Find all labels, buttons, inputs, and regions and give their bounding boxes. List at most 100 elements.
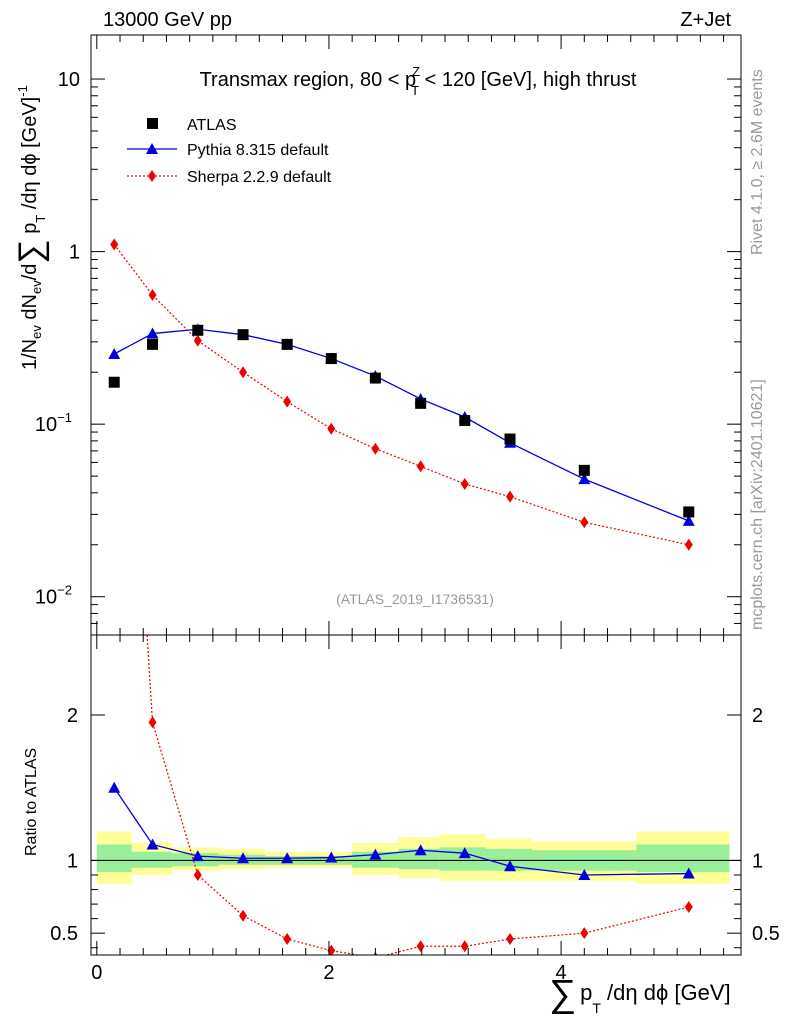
xlabel-rest: /dη dϕ [GeV] — [601, 980, 731, 1005]
legend-sherpa-marker — [148, 170, 156, 182]
xlabel-sum: ∑ — [549, 973, 576, 1015]
pythia-line — [113, 328, 690, 522]
sherpa-point — [506, 490, 515, 503]
ratio-sherpa-point — [580, 927, 589, 940]
ratio-ytick-label-right: 2 — [752, 705, 763, 727]
sherpa-point — [580, 516, 589, 529]
ratio-ytick-label-right: 0.5 — [752, 923, 780, 945]
sherpa-point — [110, 238, 119, 251]
ratio-pythia-line — [113, 787, 689, 876]
ylabel-c: /d — [19, 264, 41, 281]
energy-label: 13000 GeV pp — [103, 9, 232, 31]
ylabel-sum: ∑ — [12, 239, 50, 263]
uncertainty-band-green — [636, 844, 730, 873]
ratio-sherpa-point — [283, 933, 292, 945]
legend: ATLAS Pythia 8.315 default Sherpa 2.2.9 … — [127, 117, 332, 186]
sherpa-point — [148, 289, 157, 302]
sherpa-point — [193, 334, 202, 347]
ylabel-p: p — [19, 223, 41, 240]
sherpa-point — [283, 395, 292, 408]
ratio-xtick-label: 0 — [91, 962, 102, 984]
uncertainty-band-green — [485, 848, 533, 871]
ratio-sherpa-point — [239, 909, 248, 922]
ratio-pythia-point — [325, 851, 338, 863]
uncertainty-band-green — [131, 851, 173, 868]
process-label: Z+Jet — [680, 9, 731, 31]
ratio-sherpa-point — [460, 940, 469, 953]
plot-title-pre: Transmax region, 80 < p — [200, 69, 417, 91]
ratio-xlabel: ∑ pT /dη dϕ [GeV] — [549, 973, 731, 1016]
pythia-point — [146, 327, 159, 339]
uncertainty-band-green — [398, 848, 440, 870]
ratio-sherpa-line — [146, 635, 689, 955]
plot-title-post: < 120 [GeV], high thrust — [419, 69, 637, 91]
analysis-id: (ATLAS_2019_I1736531) — [336, 591, 494, 607]
main-ytick-label: 1 — [69, 242, 80, 264]
ratio-pythia-point — [191, 850, 204, 862]
ratio-sherpa-point — [148, 716, 157, 729]
atlas-point — [325, 353, 337, 365]
uncertainty-band-green — [96, 844, 132, 873]
pythia-point — [578, 473, 591, 485]
ratio-sherpa-point — [193, 869, 202, 881]
ratio-pythia-point — [369, 848, 382, 860]
sherpa-line — [113, 244, 689, 546]
ratio-ytick-label-right: 1 — [752, 850, 763, 872]
ratio-pythia-point — [578, 869, 591, 880]
ylabel-t: T — [33, 215, 48, 223]
main-ylabel: 1/Nev dNev/d∑ pT /dη dϕ [GeV]-1 — [12, 85, 50, 370]
ratio-pythia-point — [458, 847, 471, 859]
atlas-point — [683, 506, 695, 518]
sherpa-point — [460, 478, 469, 491]
atlas-point — [504, 433, 516, 445]
ylabel-d: /dη dϕ [GeV] — [19, 97, 41, 215]
ratio-sherpa-point — [684, 901, 693, 913]
atlas-point — [192, 324, 204, 336]
xlabel-t: T — [592, 1000, 601, 1016]
atlas-point — [578, 464, 590, 476]
xlabel-p: p — [580, 980, 592, 1005]
legend-pythia-marker — [146, 143, 158, 154]
ratio-pythia-point — [281, 852, 294, 864]
ratio-pythia-point — [682, 867, 695, 879]
atlas-point — [237, 329, 249, 341]
sherpa-point — [416, 460, 425, 473]
ylabel-ev1: ev — [29, 325, 44, 339]
legend-atlas-label: ATLAS — [187, 117, 237, 134]
plot-title-sup: Z — [412, 64, 420, 79]
ratio-pythia-point — [146, 838, 159, 850]
uncertainty-band-green — [439, 847, 486, 871]
legend-atlas-marker — [147, 118, 158, 129]
atlas-point — [147, 338, 159, 350]
legend-pythia-label: Pythia 8.315 default — [187, 142, 329, 159]
sherpa-point — [371, 442, 380, 455]
ylabel-ev2: ev — [29, 280, 44, 294]
ratio-panel: 0.5 0.51 12 20 2 4 Ratio to ATLAS ∑ pT /dη dϕ … — [23, 634, 780, 1016]
rivet-label: Rivet 4.1.0, ≥ 2.6M events — [749, 69, 766, 255]
legend-sherpa-label: Sherpa 2.2.9 default — [187, 169, 332, 186]
ylabel-exp: -1 — [15, 85, 30, 97]
main-ytick-label: 10 — [58, 69, 80, 91]
atlas-point — [415, 397, 427, 409]
ylabel-b: dN — [19, 294, 41, 325]
ratio-sherpa-point — [416, 940, 425, 953]
ratio-xtick-label: 4 — [556, 962, 567, 984]
ratio-frame — [90, 634, 742, 956]
ratio-pythia-point — [504, 860, 517, 872]
atlas-point — [369, 372, 381, 384]
sherpa-point — [684, 538, 693, 551]
sherpa-point — [239, 366, 248, 379]
main-ytick-label: 10−1 — [35, 410, 72, 436]
sherpa-point — [327, 422, 336, 435]
pythia-point — [682, 514, 695, 526]
ratio-sherpa-point — [506, 933, 515, 945]
ratio-ylabel: Ratio to ATLAS — [23, 748, 40, 856]
ratio-pythia-point — [108, 781, 121, 793]
atlas-point — [459, 415, 471, 427]
ratio-pythia-point — [237, 852, 250, 864]
ratio-ytick-label: 0.5 — [50, 923, 78, 945]
plot-title-sub: T — [411, 83, 419, 98]
atlas-point — [108, 376, 120, 388]
ratio-pythia-point — [414, 844, 427, 856]
